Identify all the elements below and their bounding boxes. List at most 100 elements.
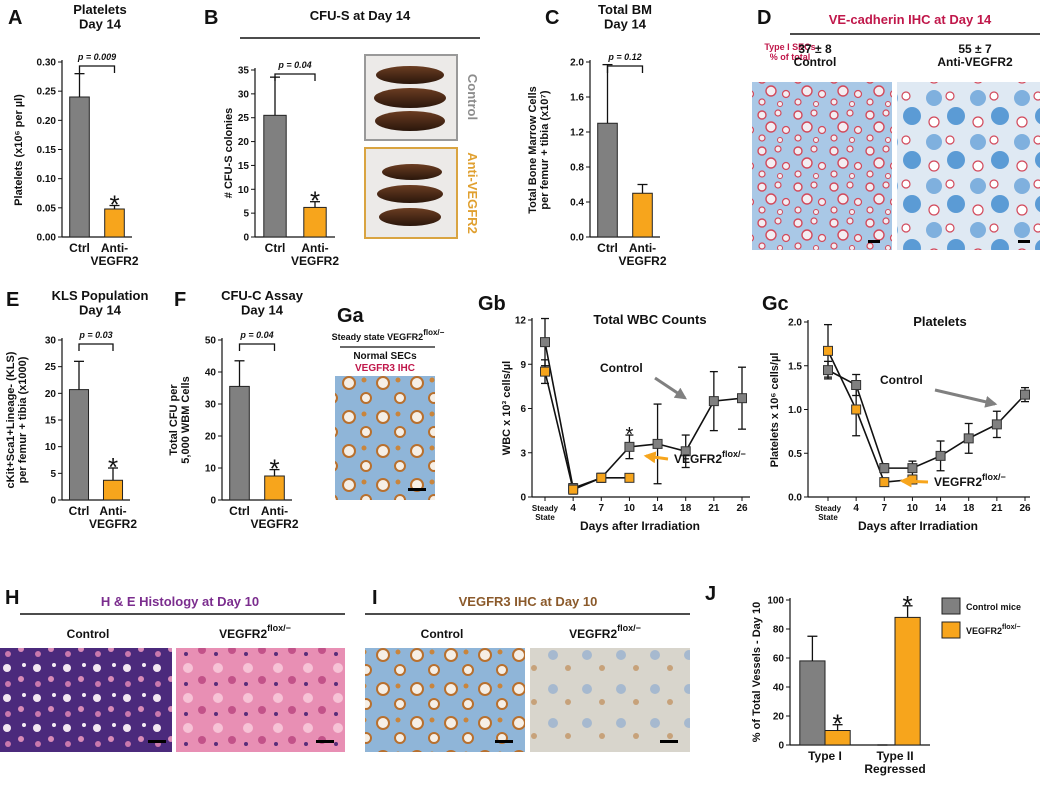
text-line: Day 14 [79,302,122,317]
panel-letter: Gb [478,293,506,315]
scale-bar [660,740,678,743]
x-tick-label: Anti-VEGFR2 [250,504,298,531]
series-line [544,341,743,490]
point [596,472,607,483]
text-line: VEGFR2 [618,254,666,268]
scale-bar [495,740,513,743]
scale-bar [148,740,166,743]
x-tick-label: Ctrl [265,241,286,255]
image-caption: Control [67,627,110,641]
y-tick-label: 5 [50,469,56,480]
text-line: Total Bone Marrow Cells [527,86,539,214]
y-tick-label: 30 [238,89,250,100]
caption-sup: flox/− [617,623,641,633]
x-tick-label: 14 [935,503,947,514]
bar [69,96,90,238]
x-tick-label: Ctrl [597,241,618,255]
chart-title: Total BM Day 14 [598,2,652,31]
y-tick-label: 1.2 [570,128,584,139]
p-bracket [78,65,116,73]
text-line: Anti- [301,241,328,255]
y-tick-label: 0.5 [788,449,802,460]
x-tick-label: Anti-VEGFR2 [89,504,137,531]
panel-h: H H & E Histology at Day 10 Control VEGF… [0,587,345,752]
text-line: Anti- [629,241,656,255]
x-tick-label: 26 [1019,503,1031,514]
spleen [375,111,445,131]
p-value: p = 0.009 [77,52,116,62]
y-tick-label: 15 [238,161,250,172]
y-axis-label: Total Bone Marrow Cellsper femur + tibia… [527,86,551,214]
micrograph [176,648,345,752]
x-axis-label: Days after Irradiation [580,519,700,533]
point [1020,389,1030,400]
series-arrow [643,451,669,464]
y-tick-label: 0.05 [37,203,57,214]
series-label: VEGFR2flox/− [934,472,1006,489]
panel-letter: F [174,289,186,311]
bar [799,660,826,746]
chart-title: Total WBC Counts [593,312,706,327]
text-line: Anti- [101,241,128,255]
text-line: Control [794,55,837,69]
text-line: CFU-C Assay [221,288,304,303]
x-tick-label: 26 [736,503,748,514]
significance: * [626,424,634,446]
series-line [827,350,913,483]
y-tick-label: 20 [205,432,217,443]
photo-label: Control [465,74,480,120]
series-arrow [934,388,998,408]
y-axis-label: Platelets (x10⁶ per µl) [13,94,25,206]
series-line [544,371,630,491]
series-arrow [654,376,687,400]
y-tick-label: 25 [45,362,57,373]
y-tick-label: 30 [205,400,217,411]
point [879,463,890,474]
point [991,419,1002,430]
y-tick-label: 2.0 [788,318,802,329]
y-tick-label: 0.30 [37,58,57,69]
point [540,366,550,377]
text-line: VEGFR2 [89,517,137,531]
series-label: VEGFR2flox/− [674,449,746,466]
x-tick-label: 21 [991,503,1003,514]
chart-title: CFU-C Assay Day 14 [221,288,304,317]
chart-title: KLS Population Day 14 [52,288,149,317]
y-tick-label: 1.5 [788,361,802,372]
text-line: Steady [815,504,842,513]
x-tick-label: Ctrl [69,241,90,255]
text-line: Steady [532,504,559,513]
x-tick-label: 10 [624,503,636,514]
y-tick-label: 0 [243,233,249,244]
spleen [382,164,442,180]
text-line: 5,000 WBM Cells [180,376,192,463]
panel-letter: A [8,7,22,29]
text-line: Platelets [73,2,126,17]
point [624,441,635,452]
legend-name: Control mice [966,602,1021,612]
point [935,450,946,461]
legend-name-sup: flox/− [1002,624,1020,631]
x-tick-label: 14 [652,503,664,514]
spleen [376,66,444,84]
x-tick-label: 21 [708,503,720,514]
x-tick-label: Anti-VEGFR2 [618,241,666,268]
y-tick-label: 0.4 [570,198,584,209]
text-line: Type I SECs [764,42,815,52]
y-tick-label: 0.25 [37,87,57,98]
y-tick-label: 60 [773,654,785,665]
text-line: VEGFR2 [291,254,339,268]
y-tick-label: 0.8 [570,163,584,174]
series-name: VEGFR2 [934,475,982,489]
text-line: % of total [770,52,811,62]
p-bracket [238,343,276,351]
micrograph [0,648,172,752]
point [907,463,918,474]
y-tick-label: 25 [238,113,250,124]
x-tick-label: 4 [570,503,576,514]
x-axis-label: Days after Irradiation [858,519,978,533]
y-tick-label: 0 [210,496,216,507]
panel-letter: E [6,289,19,311]
y-tick-label: 6 [520,404,526,415]
